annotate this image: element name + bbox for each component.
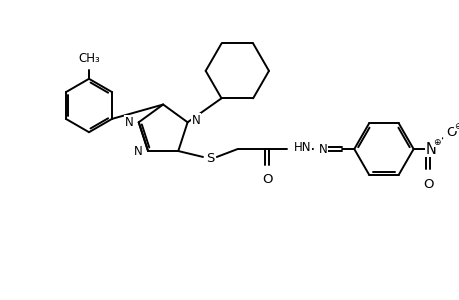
Text: N: N [125,116,134,129]
Text: S: S [205,152,213,165]
Text: O: O [445,126,455,139]
Text: ⊖: ⊖ [453,122,459,131]
Text: N: N [318,142,327,155]
Text: N: N [134,145,143,158]
Text: HN: HN [293,141,311,154]
Text: O: O [262,173,272,186]
Text: N: N [191,114,200,127]
Text: CH₃: CH₃ [78,52,100,65]
Text: O: O [422,178,433,191]
Text: N: N [425,142,436,157]
Text: ⊕: ⊕ [433,138,440,147]
